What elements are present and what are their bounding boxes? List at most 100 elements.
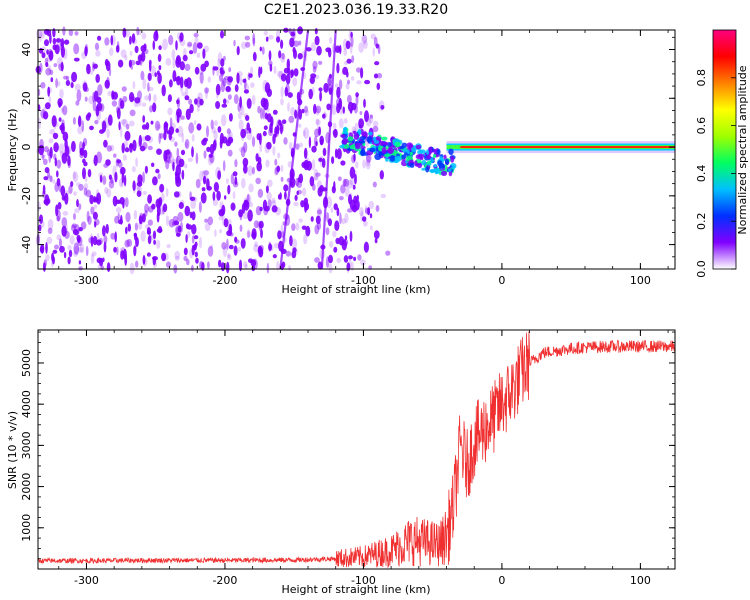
spectrogram-cell (264, 82, 271, 94)
spectrogram-cell (187, 231, 191, 238)
spectrogram-cell (364, 205, 368, 213)
spectrogram-cell (104, 37, 110, 46)
spectrogram-cell (374, 238, 378, 244)
signal-blob (357, 128, 362, 136)
spectrogram-cell (372, 125, 379, 133)
spectrogram-cell (225, 85, 231, 92)
spectrogram-cell (333, 203, 338, 211)
spectrogram-cell (200, 63, 207, 72)
snr-series-line (37, 331, 676, 569)
spectrogram-cell (335, 45, 341, 53)
spectrogram-cell (103, 139, 108, 148)
spectrogram-cell (315, 172, 321, 177)
spectrogram-cell (92, 63, 98, 69)
spectrogram-cell (46, 49, 49, 55)
spectrogram-cell (240, 238, 246, 249)
spectrogram-cell (173, 191, 180, 198)
spectrogram-x-ticks: -300 -200 -100 0 100 (58, 30, 669, 287)
spectrogram-cell (42, 158, 48, 165)
spectrogram-cell (177, 125, 184, 138)
spectrogram-cell (233, 39, 236, 47)
spectrogram-cell (181, 169, 185, 180)
spectrogram-cell (293, 68, 299, 77)
spectrogram-cell (152, 230, 157, 240)
spectrogram-cell (332, 122, 337, 130)
spectrogram-cell (134, 222, 138, 231)
spectrogram-cell (213, 181, 219, 193)
spectrogram-cell (112, 195, 118, 207)
spectrogram-streak (320, 29, 337, 270)
spectrogram-cell (48, 138, 54, 144)
spectrogram-cell (207, 246, 214, 257)
spectrogram-cell (133, 210, 138, 220)
spectrogram-cell (360, 67, 364, 79)
spectrogram-cell (141, 51, 146, 62)
spectrogram-cell (179, 199, 185, 206)
signal-blob (352, 130, 357, 134)
spectrogram-cell (194, 251, 198, 258)
signal-blob (381, 147, 387, 154)
spectrogram-cell (92, 211, 98, 220)
spectrogram-cell (54, 157, 57, 167)
spectrogram-cell (277, 70, 283, 78)
snr-x-ticks: -300 -200 -100 0 100 (58, 330, 669, 587)
spectrogram-cell (116, 107, 121, 120)
spectrogram-cell (93, 90, 99, 102)
spectrogram-y-ticks: -40 -20 0 20 40 (20, 36, 675, 270)
spectrogram-cell (274, 158, 278, 166)
spectrogram-cell (316, 119, 321, 126)
snr-x-label: Height of straight line (km) (281, 583, 430, 596)
spectrogram-cell (99, 174, 103, 183)
spectrogram-cell (354, 199, 360, 211)
spectrogram-cell (215, 101, 221, 109)
spectrogram-y-tick-label: -20 (20, 187, 33, 205)
spectrogram-cell (121, 172, 125, 184)
spectrogram-cell (115, 158, 120, 167)
spectrogram-cell (198, 201, 202, 213)
spectrogram-cell (120, 166, 126, 175)
spectrogram-cell (347, 94, 352, 104)
spectrogram-cell (84, 96, 88, 102)
spectrogram-cell (168, 151, 173, 159)
spectrogram-cell (349, 176, 355, 186)
spectrogram-cell (379, 170, 384, 180)
spectrogram-cell (128, 61, 132, 66)
spectrogram-cell (41, 154, 45, 160)
spectrogram-cell (110, 34, 116, 46)
spectrogram-cell (219, 70, 225, 75)
spectrogram-cell (221, 103, 228, 108)
spectrogram-cell (308, 88, 314, 100)
spectrogram-cell (128, 120, 135, 127)
signal-blob (451, 164, 455, 169)
spectrogram-cell (315, 118, 320, 126)
spectrogram-cell (252, 37, 256, 47)
spectrogram-cell (346, 262, 351, 272)
spectrogram-cell (202, 48, 206, 59)
spectrogram-cell (158, 65, 162, 71)
spectrogram-cell (303, 159, 310, 171)
spectrogram-cell (151, 162, 155, 167)
signal-blob (448, 168, 452, 172)
signal-blob (340, 134, 346, 138)
spectrogram-cell (147, 72, 152, 82)
spectrogram-cell (122, 95, 128, 103)
spectrogram-cell (142, 171, 145, 184)
spectrogram-cell (42, 111, 49, 120)
spectrogram-cell (84, 44, 89, 54)
spectrogram-cell (250, 82, 255, 88)
spectrogram-cell (124, 197, 129, 208)
snr-y-tick-label: 5000 (20, 349, 33, 377)
spectrogram-cell (327, 218, 332, 227)
spectrogram-cell (104, 79, 110, 89)
spectrogram-cell (358, 124, 362, 129)
spectrogram-cell (132, 139, 137, 152)
spectrogram-cell (357, 254, 362, 261)
spectrogram-cell (251, 136, 256, 148)
spectrogram-cell (254, 241, 258, 248)
spectrogram-cell (169, 117, 173, 128)
spectrogram-cell (124, 147, 130, 153)
spectrogram-cell (336, 257, 342, 264)
spectrogram-cell (285, 73, 291, 85)
spectrogram-cell (365, 153, 372, 163)
spectrogram-cell (177, 225, 182, 233)
